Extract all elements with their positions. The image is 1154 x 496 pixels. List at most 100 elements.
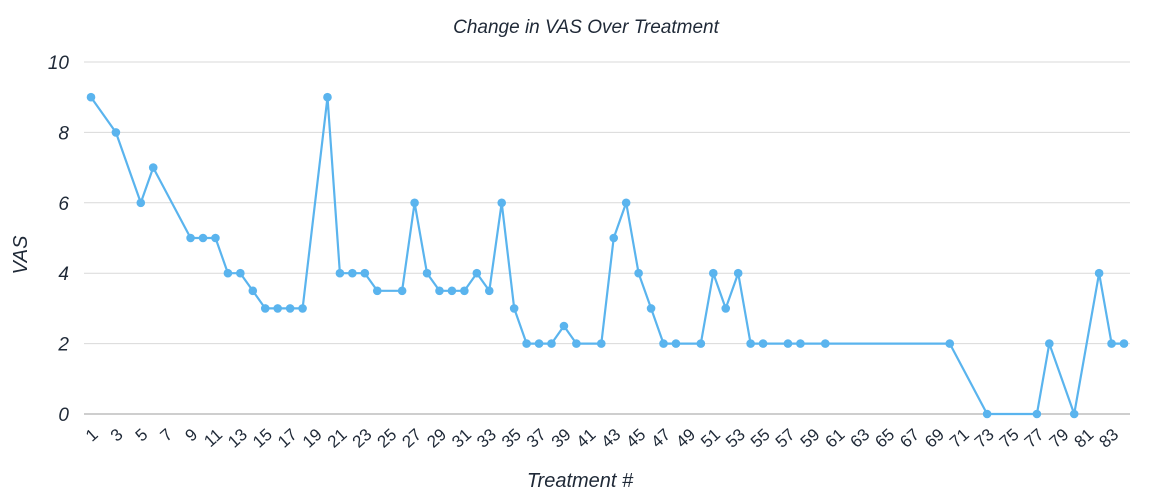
x-tick-label: 55 (747, 425, 774, 452)
data-point (186, 233, 195, 243)
x-tick-label: 81 (1071, 425, 1098, 452)
y-tick-label: 0 (58, 405, 69, 426)
x-tick-label: 1 (82, 425, 102, 445)
data-point (621, 198, 631, 208)
x-tick-label: 77 (1021, 425, 1048, 452)
data-point (596, 339, 606, 348)
x-tick-label: 29 (423, 425, 450, 452)
x-tick-label: 53 (722, 425, 749, 452)
x-tick-label: 27 (398, 425, 425, 452)
data-point (746, 339, 755, 348)
y-tick-label: 10 (48, 53, 70, 74)
data-point (111, 128, 121, 137)
x-tick-label: 17 (274, 425, 301, 452)
data-point (609, 233, 619, 243)
data-point (372, 286, 382, 296)
x-tick-label: 45 (623, 425, 650, 452)
x-tick-label: 37 (523, 425, 550, 452)
y-tick-label: 2 (57, 335, 69, 356)
x-tick-label: 35 (498, 425, 525, 452)
data-point (572, 339, 581, 348)
data-point (696, 339, 706, 348)
x-tick-label: 5 (132, 425, 152, 445)
y-tick-label: 8 (58, 123, 69, 144)
x-tick-label: 63 (847, 425, 874, 452)
data-point (460, 286, 469, 296)
data-point (472, 268, 482, 278)
data-point (1094, 268, 1104, 278)
grid-lines (84, 61, 1130, 415)
series-vas (86, 92, 1129, 419)
x-tick-label: 61 (822, 425, 849, 452)
data-point (982, 409, 992, 419)
x-tick-label: 23 (349, 425, 376, 452)
x-tick-label: 57 (772, 425, 799, 452)
data-point (1032, 409, 1042, 419)
data-point (1045, 339, 1054, 348)
data-point (821, 339, 830, 348)
data-point (360, 268, 370, 278)
y-axis-label: VAS (10, 235, 32, 275)
x-tick-label: 39 (548, 425, 575, 452)
data-point (1107, 339, 1116, 348)
data-point (1119, 339, 1129, 348)
data-point (273, 304, 282, 313)
data-point (348, 268, 357, 278)
x-tick-label: 73 (971, 425, 998, 452)
x-tick-label: 79 (1046, 425, 1073, 452)
x-tick-label: 3 (107, 425, 127, 445)
data-point (223, 268, 233, 278)
data-point (534, 339, 544, 348)
x-tick-labels: 1 3 5 7 9 11131517192123252729313335373941434… (82, 425, 1122, 452)
x-tick-label: 31 (448, 425, 475, 452)
data-point (211, 233, 220, 243)
data-point (945, 339, 955, 348)
data-point (509, 304, 519, 313)
x-tick-label: 43 (598, 425, 625, 452)
data-point (285, 304, 295, 313)
data-point (298, 304, 307, 313)
x-tick-label: 33 (473, 425, 500, 452)
data-point (136, 198, 146, 208)
x-tick-label: 59 (797, 425, 824, 452)
data-point (497, 198, 507, 208)
data-point (248, 286, 258, 296)
x-tick-label: 7 (157, 425, 177, 445)
data-point (260, 304, 270, 313)
data-point (559, 321, 569, 331)
x-tick-label: 47 (647, 425, 674, 452)
x-tick-label: 49 (672, 425, 699, 452)
data-point (522, 339, 531, 348)
x-tick-label: 75 (996, 425, 1023, 452)
data-point (708, 268, 718, 278)
x-tick-label: 65 (871, 425, 898, 452)
data-point (547, 339, 556, 348)
data-point (634, 268, 643, 278)
x-tick-label: 67 (896, 425, 923, 452)
data-point (236, 268, 245, 278)
x-tick-label: 25 (374, 425, 401, 452)
data-point (484, 286, 494, 296)
data-point (397, 286, 407, 296)
x-tick-label: 51 (697, 425, 724, 452)
data-point (1069, 409, 1079, 419)
x-axis-label: Treatment # (527, 470, 634, 492)
chart-title: Change in VAS Over Treatment (453, 17, 719, 38)
data-point (733, 268, 743, 278)
data-point (796, 339, 805, 348)
data-point (659, 339, 668, 348)
data-point (422, 268, 432, 278)
data-point (198, 233, 208, 243)
x-tick-label: 83 (1095, 425, 1122, 452)
data-point (646, 304, 656, 313)
series-line (90, 96, 1124, 416)
x-tick-label: 15 (249, 425, 276, 452)
x-tick-label: 41 (573, 425, 600, 452)
data-point (447, 286, 457, 296)
x-tick-label: 9 (181, 425, 201, 445)
data-point (671, 339, 681, 348)
data-point (721, 304, 731, 313)
data-point (148, 163, 158, 172)
x-tick-label: 11 (200, 425, 226, 451)
